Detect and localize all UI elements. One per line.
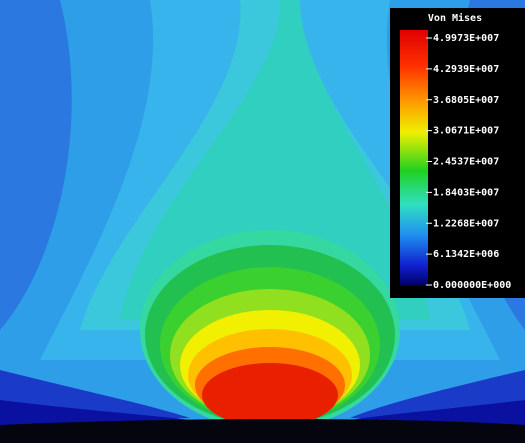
legend-label: 4.2939E+007 bbox=[433, 64, 499, 75]
legend-label: 1.8403E+007 bbox=[433, 187, 499, 198]
legend-label: 2.4537E+007 bbox=[433, 157, 499, 168]
legend-title: Von Mises bbox=[428, 12, 482, 24]
legend-label: 1.2268E+007 bbox=[433, 218, 499, 229]
legend-label: 4.9973E+007 bbox=[433, 33, 499, 44]
legend-label: 0.000000E+000 bbox=[433, 280, 511, 291]
legend: Von Mises bbox=[390, 8, 525, 298]
color-bar bbox=[400, 30, 428, 286]
legend-label: 3.0671E+007 bbox=[433, 126, 499, 137]
legend-label: 3.6805E+007 bbox=[433, 95, 499, 106]
legend-label: 6.1342E+006 bbox=[433, 249, 499, 260]
